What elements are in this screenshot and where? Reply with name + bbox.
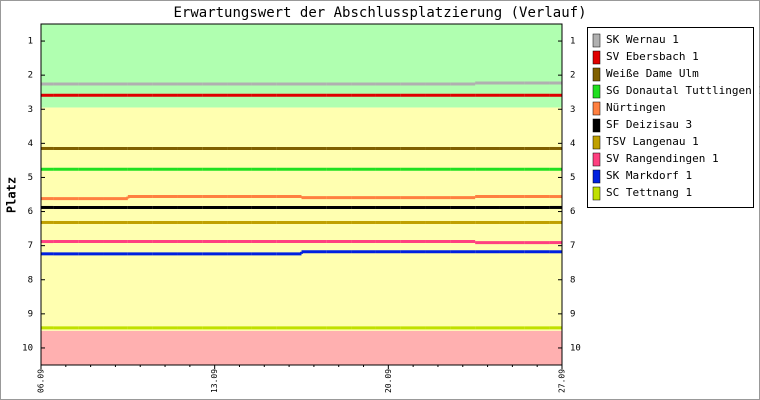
y-tick-label-right: 9 — [570, 309, 575, 319]
y-tick-label: 7 — [28, 241, 33, 251]
y-tick-label: 5 — [28, 173, 33, 183]
legend-label: Weiße Dame Ulm — [606, 67, 699, 80]
legend-swatch — [592, 84, 601, 99]
legend-swatch — [592, 186, 601, 201]
y-tick-label: 10 — [22, 343, 33, 353]
legend-swatch — [592, 50, 601, 65]
x-tick-label: 06.09 — [37, 369, 46, 393]
legend-swatch — [592, 152, 601, 167]
legend-label: Nürtingen — [606, 101, 666, 114]
x-tick-label: 27.09 — [558, 369, 567, 393]
legend-swatch — [592, 67, 601, 82]
legend-label: SK Markdorf 1 — [606, 169, 692, 182]
legend-swatch — [592, 101, 601, 116]
y-tick-label-right: 1 — [570, 37, 575, 47]
legend-swatch — [592, 33, 601, 48]
y-tick-label: 1 — [28, 37, 33, 47]
legend-label: SK Wernau 1 — [606, 33, 679, 46]
x-tick-label: 20.09 — [384, 369, 393, 393]
plot-border — [40, 23, 563, 366]
y-tick-label: 6 — [28, 207, 33, 217]
chart-title: Erwartungswert der Abschlussplatzierung … — [173, 5, 586, 21]
legend-label: SC Tettnang 1 — [606, 186, 692, 199]
y-tick-label: 8 — [28, 275, 33, 285]
y-tick-label: 9 — [28, 309, 33, 319]
y-axis-label: Platz — [5, 177, 19, 213]
y-tick-label-right: 10 — [570, 343, 581, 353]
legend-box — [587, 27, 754, 208]
y-tick-label-right: 6 — [570, 207, 575, 217]
zone — [41, 24, 562, 108]
y-tick-label: 4 — [28, 139, 33, 149]
legend-swatch — [592, 118, 601, 133]
legend-swatch — [592, 169, 601, 184]
zone — [41, 107, 562, 331]
y-tick-label: 3 — [28, 105, 33, 115]
legend-label: SG Donautal Tuttlingen 1 — [606, 84, 760, 97]
y-tick-label-right: 7 — [570, 241, 575, 251]
legend-label: TSV Langenau 1 — [606, 135, 699, 148]
y-tick-label-right: 8 — [570, 275, 575, 285]
y-tick-label-right: 5 — [570, 173, 575, 183]
legend-label: SV Rangendingen 1 — [606, 152, 719, 165]
y-tick-label-right: 4 — [570, 139, 575, 149]
y-tick-label: 2 — [28, 71, 33, 81]
legend-label: SV Ebersbach 1 — [606, 50, 699, 63]
x-tick-label: 13.09 — [210, 369, 219, 393]
y-tick-label-right: 2 — [570, 71, 575, 81]
legend-label: SF Deizisau 3 — [606, 118, 692, 131]
legend-swatch — [592, 135, 601, 150]
y-tick-label-right: 3 — [570, 105, 575, 115]
zone — [41, 330, 562, 365]
